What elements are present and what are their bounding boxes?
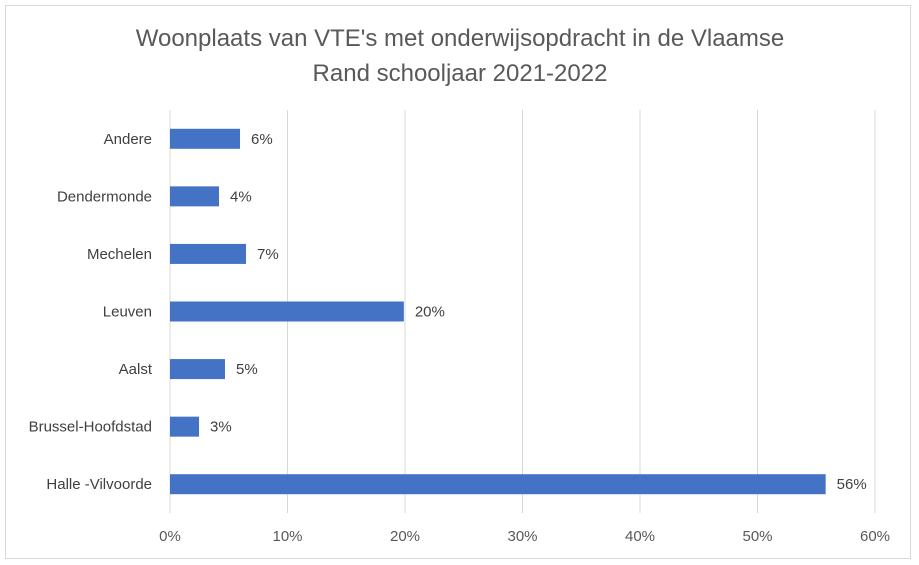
category-label: Leuven bbox=[103, 304, 152, 321]
data-label: 56% bbox=[837, 476, 867, 493]
chart-title-line-2: Rand schooljaar 2021-2022 bbox=[313, 60, 608, 87]
category-label: Aalst bbox=[119, 361, 153, 378]
bar bbox=[170, 243, 247, 264]
x-tick-label: 60% bbox=[860, 528, 890, 545]
category-label: Mechelen bbox=[87, 246, 152, 263]
category-label: Halle -Vilvoorde bbox=[46, 476, 152, 493]
data-label: 7% bbox=[257, 246, 279, 263]
bar bbox=[170, 128, 241, 149]
x-tick-label: 50% bbox=[742, 528, 772, 545]
bar bbox=[170, 474, 826, 495]
bar bbox=[170, 416, 200, 437]
category-label: Andere bbox=[104, 131, 152, 148]
data-label: 4% bbox=[230, 188, 252, 205]
data-label: 20% bbox=[415, 304, 445, 321]
category-label: Dendermonde bbox=[57, 188, 152, 205]
chart-frame bbox=[5, 5, 911, 559]
x-tick-label: 20% bbox=[390, 528, 420, 545]
x-tick-label: 0% bbox=[159, 528, 181, 545]
data-label: 3% bbox=[210, 419, 232, 436]
data-label: 5% bbox=[236, 361, 258, 378]
x-tick-label: 40% bbox=[625, 528, 655, 545]
x-tick-label: 10% bbox=[272, 528, 302, 545]
chart-title-line-1: Woonplaats van VTE's met onderwijsopdrac… bbox=[136, 25, 784, 52]
data-label: 6% bbox=[251, 131, 273, 148]
bar bbox=[170, 186, 219, 207]
bar bbox=[170, 359, 225, 380]
category-label: Brussel-Hoofdstad bbox=[29, 419, 152, 436]
bar bbox=[170, 301, 404, 322]
x-tick-label: 30% bbox=[507, 528, 537, 545]
